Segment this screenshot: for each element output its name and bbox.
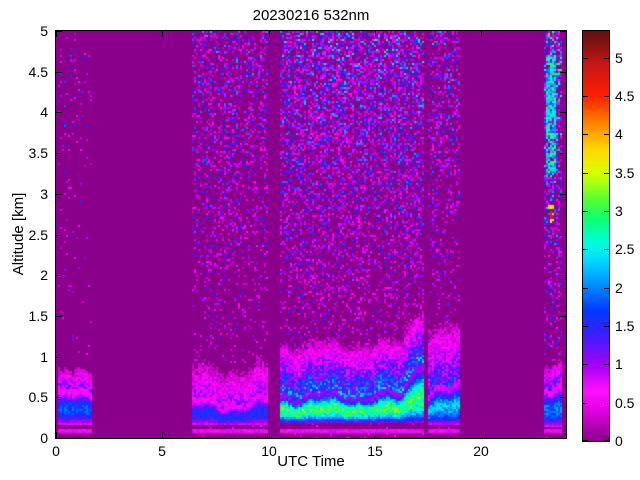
y-tick-label: 2 [40,267,48,283]
x-tick [269,31,270,37]
y-tick [56,31,62,32]
x-tick [375,432,376,438]
x-tick-label: 0 [52,443,60,459]
colorbar-tick [583,288,588,289]
colorbar-tick-label: 3.5 [615,165,635,181]
y-tick-label: 4.5 [28,64,48,80]
colorbar-tick-label: 2 [615,280,623,296]
y-tick [560,438,566,439]
y-tick-label: 3.5 [28,145,48,161]
heatmap-canvas [56,31,566,438]
x-tick [481,31,482,37]
y-tick [560,316,566,317]
y-tick [560,112,566,113]
y-tick [560,153,566,154]
colorbar-tick [583,403,588,404]
y-tick [56,275,62,276]
colorbar-tick [604,403,609,404]
colorbar-tick [583,211,588,212]
y-tick-label: 1 [40,349,48,365]
colorbar-tick [604,249,609,250]
colorbar-tick [604,326,609,327]
y-tick-label: 3 [40,186,48,202]
colorbar-tick-label: 5 [615,50,623,66]
colorbar [582,30,610,442]
y-tick [56,438,62,439]
y-tick [560,397,566,398]
y-tick [56,235,62,236]
x-tick-label: 5 [158,443,166,459]
colorbar-tick [583,96,588,97]
y-tick [560,357,566,358]
y-tick [56,316,62,317]
colorbar-tick [583,58,588,59]
colorbar-tick [583,364,588,365]
colorbar-tick [583,326,588,327]
y-tick-label: 1.5 [28,308,48,324]
colorbar-tick-label: 1.5 [615,318,635,334]
colorbar-tick [583,249,588,250]
y-tick [56,397,62,398]
colorbar-tick-label: 0.5 [615,395,635,411]
colorbar-tick [604,288,609,289]
x-tick [375,31,376,37]
x-tick [162,31,163,37]
colorbar-tick [583,440,588,441]
colorbar-tick [604,211,609,212]
y-tick-label: 2.5 [28,227,48,243]
y-tick [56,357,62,358]
plot-title: 20230216 532nm [252,7,370,24]
y-tick [56,72,62,73]
y-tick-label: 5 [40,23,48,39]
colorbar-tick-label: 2.5 [615,241,635,257]
colorbar-tick [604,440,609,441]
colorbar-tick-label: 4 [615,126,623,142]
colorbar-tick [583,173,588,174]
colorbar-tick [604,96,609,97]
x-axis-label: UTC Time [277,453,345,470]
y-tick [56,112,62,113]
y-tick [56,153,62,154]
colorbar-tick-label: 1 [615,356,623,372]
y-tick [560,31,566,32]
y-tick [560,194,566,195]
y-tick-label: 4 [40,104,48,120]
y-tick [56,194,62,195]
x-tick [162,432,163,438]
colorbar-tick [583,134,588,135]
y-tick [560,235,566,236]
y-tick-label: 0 [40,430,48,446]
colorbar-tick [604,58,609,59]
colorbar-tick [604,134,609,135]
x-tick [56,432,57,438]
colorbar-tick [604,364,609,365]
y-tick [560,275,566,276]
plot-area [55,30,567,439]
colorbar-tick-label: 0 [615,433,623,449]
colorbar-tick [604,173,609,174]
x-tick-label: 10 [261,443,277,459]
x-tick [481,432,482,438]
x-tick-label: 20 [473,443,489,459]
y-tick [560,72,566,73]
colorbar-tick-label: 4.5 [615,88,635,104]
x-tick [56,31,57,37]
colorbar-tick-label: 3 [615,203,623,219]
y-tick-label: 0.5 [28,389,48,405]
x-tick-label: 15 [367,443,383,459]
x-tick [269,432,270,438]
